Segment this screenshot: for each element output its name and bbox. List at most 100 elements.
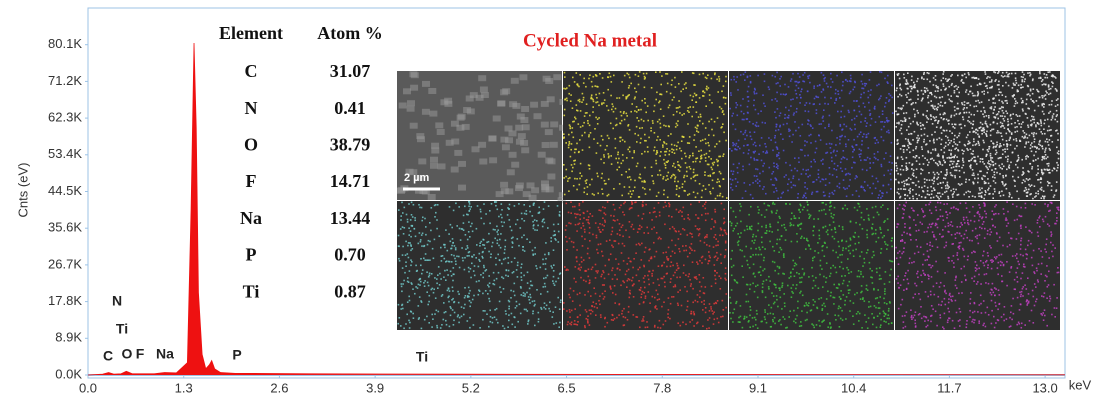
map-dot — [1007, 128, 1009, 130]
map-dot — [1022, 136, 1024, 138]
map-dot — [678, 248, 680, 250]
map-dot — [1054, 194, 1056, 196]
map-dot — [1044, 73, 1046, 75]
map-dot — [756, 93, 758, 95]
map-dot — [791, 296, 793, 298]
map-dot — [689, 155, 691, 157]
map-dot — [668, 309, 670, 311]
map-dot — [582, 93, 584, 95]
map-dot — [429, 259, 431, 261]
map-dot — [1040, 77, 1042, 79]
map-dot — [568, 190, 570, 192]
map-dot — [641, 181, 643, 183]
map-dot — [473, 295, 475, 297]
map-dot — [647, 105, 649, 107]
map-dot — [968, 74, 970, 76]
map-dot — [930, 100, 932, 102]
map-dot — [888, 308, 890, 310]
map-dot — [439, 235, 441, 237]
map-dot — [861, 114, 863, 116]
map-dot — [958, 92, 960, 94]
map-dot — [656, 216, 658, 218]
map-dot — [806, 141, 808, 143]
map-dot — [1002, 72, 1004, 74]
map-dot — [956, 137, 958, 139]
map-dot — [508, 308, 510, 310]
map-dot — [881, 72, 883, 74]
map-dot — [608, 259, 610, 261]
map-dot — [891, 169, 893, 171]
map-dot — [663, 115, 665, 117]
map-dot — [671, 240, 673, 242]
map-dot — [800, 205, 802, 207]
map-dot — [807, 176, 809, 178]
map-dot — [1035, 126, 1037, 128]
map-dot — [758, 247, 760, 249]
map-dot — [505, 313, 507, 315]
map-dot — [880, 197, 882, 199]
map-dot — [654, 256, 656, 258]
map-dot — [804, 104, 806, 106]
map-dot — [883, 298, 885, 300]
map-dot — [970, 105, 972, 107]
map-dot — [878, 307, 880, 309]
map-dot — [705, 213, 707, 215]
map-dot — [735, 216, 737, 218]
map-dot — [647, 120, 649, 122]
map-dot — [836, 150, 838, 152]
map-dot — [505, 137, 513, 143]
map-dot — [582, 149, 584, 151]
map-dot — [956, 113, 958, 115]
map-dot — [471, 263, 473, 265]
map-dot — [759, 185, 761, 187]
map-dot — [658, 284, 660, 286]
map-dot — [630, 83, 632, 85]
map-dot — [802, 124, 804, 126]
map-dot — [752, 317, 754, 319]
map-dot — [813, 85, 815, 87]
map-dot — [498, 100, 506, 106]
map-dot — [898, 122, 900, 124]
map-dot — [789, 165, 791, 167]
map-dot — [652, 270, 654, 272]
map-dot — [553, 224, 555, 226]
map-dot — [867, 249, 869, 251]
map-dot — [448, 261, 450, 263]
map-dot — [744, 79, 746, 81]
map-dot — [774, 111, 776, 113]
map-dot — [505, 126, 513, 132]
map-dot — [954, 127, 956, 129]
map-dot — [838, 283, 840, 285]
map-dot — [559, 214, 561, 216]
map-dot — [497, 234, 499, 236]
map-dot — [523, 295, 525, 297]
map-dot — [488, 251, 490, 253]
map-dot — [560, 301, 562, 303]
map-dot — [604, 99, 606, 101]
map-dot — [813, 87, 815, 89]
map-dot — [1051, 100, 1053, 102]
map-dot — [1003, 125, 1005, 127]
map-dot — [450, 248, 452, 250]
map-dot — [813, 299, 815, 301]
map-dot — [634, 180, 636, 182]
map-dot — [584, 115, 586, 117]
map-dot — [536, 220, 538, 222]
map-dot — [779, 126, 781, 128]
map-dot — [954, 148, 956, 150]
map-dot — [633, 283, 635, 285]
map-dot — [492, 283, 494, 285]
map-dot — [837, 257, 839, 259]
map-dot — [398, 245, 400, 247]
map-dot — [748, 153, 750, 155]
map-dot — [851, 167, 853, 169]
map-dot — [628, 169, 630, 171]
map-dot — [627, 177, 629, 179]
map-dot — [702, 325, 704, 327]
map-dot — [1035, 195, 1037, 197]
map-dot — [749, 121, 751, 123]
map-dot — [920, 173, 922, 175]
map-dot — [566, 100, 568, 102]
map-dot — [983, 132, 985, 134]
map-dot — [629, 85, 631, 87]
